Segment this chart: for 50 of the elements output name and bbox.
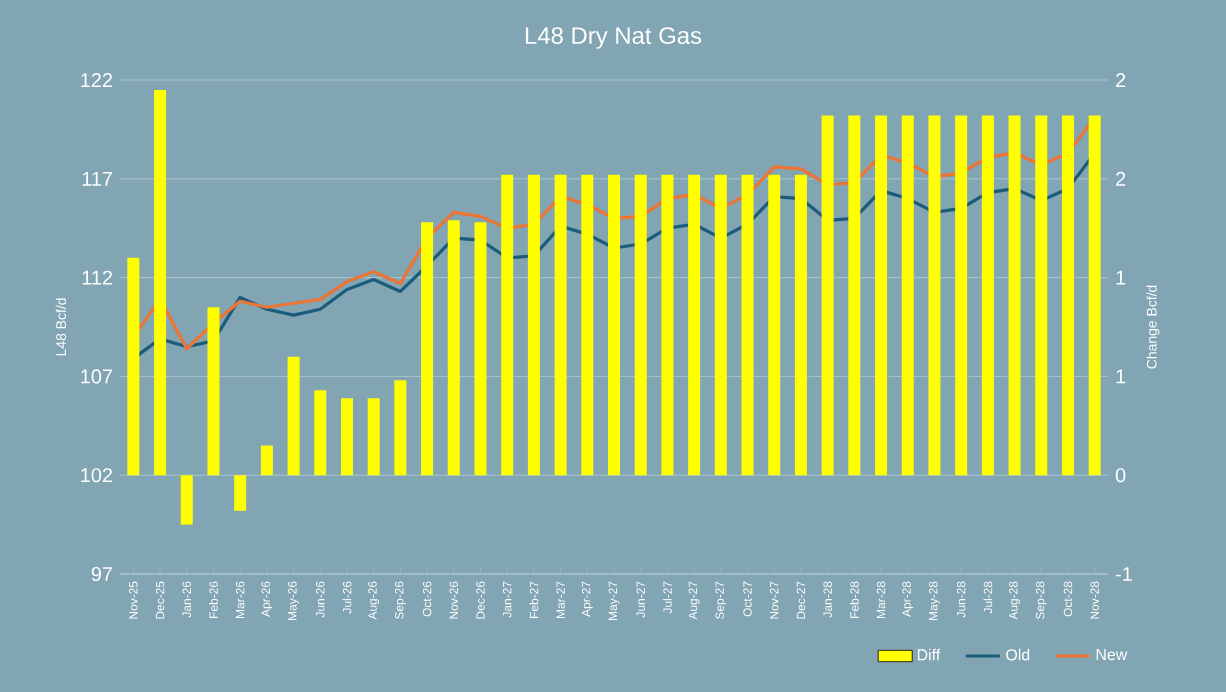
bar [501,174,514,476]
bar [581,174,594,476]
bar [421,222,434,476]
bar [314,390,327,476]
bar [608,174,621,476]
y-tick-label: 102 [81,468,112,483]
y2-tick-label: 1 [1116,270,1126,285]
y-tick-label: 97 [91,566,112,582]
y-tick-label: 117 [82,171,112,186]
bar [634,174,647,476]
y-tick-label: 122 [81,73,112,87]
bar [1061,115,1074,476]
bar [848,115,861,476]
y2-tick-label: 2 [1116,171,1126,186]
bar [234,475,247,511]
bar [180,475,193,525]
y-tick-label: 112 [82,270,112,285]
bar [1088,115,1101,476]
bar [340,398,353,476]
bar [714,174,727,476]
bar [474,222,487,476]
y-tick-label: 107 [81,369,112,384]
bar [794,174,807,476]
bar [367,398,380,476]
y2-tick-label: 2 [1116,73,1126,87]
bar [768,174,781,476]
bar [688,174,701,476]
bar [955,115,968,476]
bar [554,174,567,476]
bar [154,89,167,476]
bar [260,445,273,476]
y2-tick-label: 0 [1115,468,1126,483]
bar [447,220,460,476]
chart-title: L48 Dry Nat Gas [525,27,702,49]
bar [741,174,754,476]
bar [527,174,540,476]
bar [207,307,220,476]
y2-tick-label: 1 [1116,369,1126,384]
bar [394,380,407,476]
bar [661,174,674,476]
bar [287,356,300,476]
bar [901,115,914,476]
y2-tick-label: -1 [1115,567,1132,581]
bar [127,257,140,476]
bar [1008,115,1021,476]
bar [1035,115,1048,476]
bar [928,115,941,476]
bar [821,115,834,476]
bar [981,115,994,476]
bar [875,115,888,476]
